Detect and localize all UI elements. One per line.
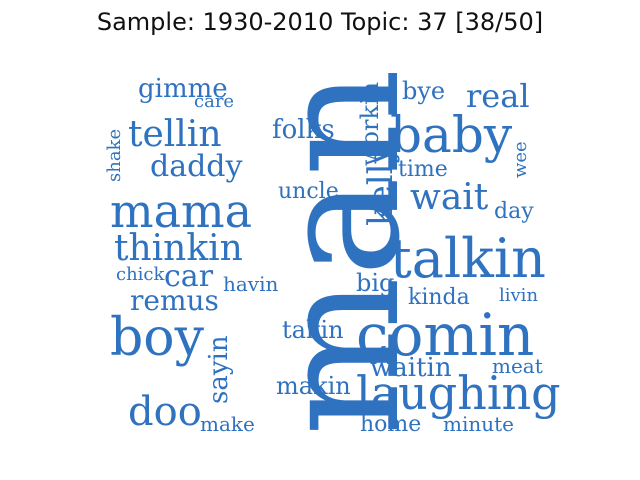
word-time: time — [398, 157, 448, 182]
word-bye: bye — [402, 77, 446, 105]
word-gimme: gimme — [138, 74, 228, 104]
word-kelly: kelly — [361, 144, 401, 226]
figure-title: Sample: 1930-2010 Topic: 37 [38/50] — [96, 8, 544, 36]
word-wait: wait — [410, 177, 489, 218]
word-livin: livin — [499, 285, 539, 306]
word-minute: minute — [443, 412, 514, 436]
word-talkin: talkin — [390, 227, 546, 290]
word-baby: baby — [390, 106, 513, 164]
word-real: real — [466, 77, 530, 115]
word-doo: doo — [128, 389, 202, 435]
word-folks: folks — [272, 115, 335, 145]
word-tellin: tellin — [128, 114, 222, 155]
word-home: home — [360, 412, 422, 437]
word-comin: comin — [356, 301, 535, 369]
word-kinda: kinda — [408, 285, 470, 310]
word-daddy: daddy — [150, 149, 243, 184]
word-mama: mama — [110, 184, 253, 238]
word-make: make — [200, 412, 255, 436]
word-laughing: laughing — [356, 366, 561, 420]
word-chick: chick — [116, 264, 165, 285]
word-thinkin: thinkin — [114, 228, 243, 269]
word-shake: shake — [104, 128, 125, 182]
word-wee: wee — [510, 141, 531, 178]
word-havin: havin — [223, 272, 279, 296]
word-big: big — [356, 269, 395, 297]
word-meat: meat — [492, 354, 543, 378]
word-waitin: waitin — [370, 353, 452, 383]
word-sayin: sayin — [204, 335, 234, 404]
word-uncle: uncle — [278, 179, 339, 204]
word-takin: takin — [282, 316, 344, 344]
word-remus: remus — [130, 284, 219, 317]
word-care: care — [194, 91, 235, 112]
word-car: car — [164, 259, 214, 294]
word-day: day — [494, 199, 534, 224]
word-makin: makin — [276, 372, 351, 400]
word-boy: boy — [110, 308, 204, 368]
